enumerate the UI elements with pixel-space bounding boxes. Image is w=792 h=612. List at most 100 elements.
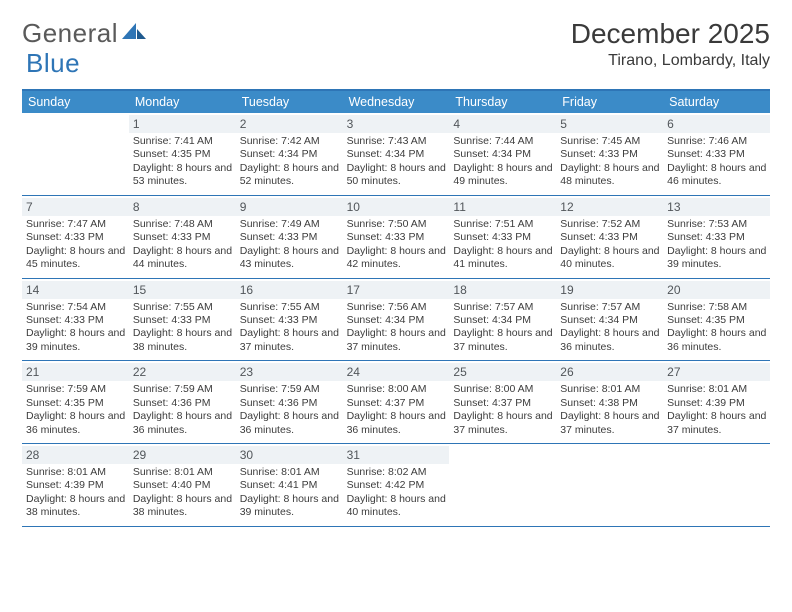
day-number: 13 xyxy=(663,198,770,216)
day-number: 16 xyxy=(236,281,343,299)
day-number: 6 xyxy=(663,115,770,133)
day-cell: 4Sunrise: 7:44 AMSunset: 4:34 PMDaylight… xyxy=(449,113,556,195)
day-cell: 8 Sunrise: 7:48 AMSunset: 4:33 PMDaylight… xyxy=(129,196,236,278)
day-info: Sunrise: 7:57 AMSunset: 4:34 PMDaylight:… xyxy=(559,301,660,355)
day-info: Sunrise: 8:01 AMSunset: 4:39 PMDaylight:… xyxy=(666,383,767,437)
day-cell: 31 Sunrise: 8:02 AMSunset: 4:42 PMDayligh… xyxy=(343,444,450,526)
weekday-header: Wednesday xyxy=(343,91,450,113)
day-cell: 5Sunrise: 7:45 AMSunset: 4:33 PMDaylight… xyxy=(556,113,663,195)
day-info: Sunrise: 7:50 AMSunset: 4:33 PMDaylight:… xyxy=(346,218,447,272)
weekday-header: Thursday xyxy=(449,91,556,113)
day-number: 26 xyxy=(556,363,663,381)
day-info: Sunrise: 7:55 AMSunset: 4:33 PMDaylight:… xyxy=(132,301,233,355)
brand-logo: General xyxy=(22,18,148,49)
day-info: Sunrise: 8:01 AMSunset: 4:40 PMDaylight:… xyxy=(132,466,233,520)
day-number: 30 xyxy=(236,446,343,464)
day-number: 15 xyxy=(129,281,236,299)
day-number: 1 xyxy=(129,115,236,133)
day-info: Sunrise: 7:59 AMSunset: 4:36 PMDaylight:… xyxy=(132,383,233,437)
day-number: 20 xyxy=(663,281,770,299)
day-info: Sunrise: 8:00 AMSunset: 4:37 PMDaylight:… xyxy=(452,383,553,437)
day-cell: 17Sunrise: 7:56 AMSunset: 4:34 PMDayligh… xyxy=(343,279,450,361)
day-info: Sunrise: 7:49 AMSunset: 4:33 PMDaylight:… xyxy=(239,218,340,272)
day-info: Sunrise: 8:01 AMSunset: 4:39 PMDaylight:… xyxy=(25,466,126,520)
brand-part1: General xyxy=(22,18,118,49)
day-cell: 23 Sunrise: 7:59 AMSunset: 4:36 PMDayligh… xyxy=(236,361,343,443)
day-cell: 12Sunrise: 7:52 AMSunset: 4:33 PMDayligh… xyxy=(556,196,663,278)
logo-sail-icon xyxy=(122,21,148,41)
empty-cell xyxy=(556,444,663,526)
day-cell: 10 Sunrise: 7:50 AMSunset: 4:33 PMDayligh… xyxy=(343,196,450,278)
week-row: 7Sunrise: 7:47 AMSunset: 4:33 PMDaylight… xyxy=(22,196,770,279)
day-info: Sunrise: 7:57 AMSunset: 4:34 PMDaylight:… xyxy=(452,301,553,355)
day-cell: 2 Sunrise: 7:42 AMSunset: 4:34 PMDaylight… xyxy=(236,113,343,195)
day-cell: 30Sunrise: 8:01 AMSunset: 4:41 PMDayligh… xyxy=(236,444,343,526)
day-number: 11 xyxy=(449,198,556,216)
day-cell: 7Sunrise: 7:47 AMSunset: 4:33 PMDaylight… xyxy=(22,196,129,278)
day-number: 28 xyxy=(22,446,129,464)
day-cell: 24 Sunrise: 8:00 AMSunset: 4:37 PMDayligh… xyxy=(343,361,450,443)
week-row: 21Sunrise: 7:59 AMSunset: 4:35 PMDayligh… xyxy=(22,361,770,444)
location: Tirano, Lombardy, Italy xyxy=(571,52,770,70)
day-info: Sunrise: 7:54 AMSunset: 4:33 PMDaylight:… xyxy=(25,301,126,355)
day-cell: 22 Sunrise: 7:59 AMSunset: 4:36 PMDayligh… xyxy=(129,361,236,443)
day-cell: 18 Sunrise: 7:57 AMSunset: 4:34 PMDayligh… xyxy=(449,279,556,361)
day-info: Sunrise: 7:46 AMSunset: 4:33 PMDaylight:… xyxy=(666,135,767,189)
empty-cell xyxy=(449,444,556,526)
day-info: Sunrise: 8:02 AMSunset: 4:42 PMDaylight:… xyxy=(346,466,447,520)
day-number: 29 xyxy=(129,446,236,464)
day-number: 19 xyxy=(556,281,663,299)
day-info: Sunrise: 8:00 AMSunset: 4:37 PMDaylight:… xyxy=(346,383,447,437)
day-cell: 6 Sunrise: 7:46 AMSunset: 4:33 PMDaylight… xyxy=(663,113,770,195)
weeks-container: 1Sunrise: 7:41 AMSunset: 4:35 PMDaylight… xyxy=(22,113,770,527)
day-info: Sunrise: 7:52 AMSunset: 4:33 PMDaylight:… xyxy=(559,218,660,272)
day-number: 5 xyxy=(556,115,663,133)
day-cell: 20 Sunrise: 7:58 AMSunset: 4:35 PMDayligh… xyxy=(663,279,770,361)
day-cell: 14 Sunrise: 7:54 AMSunset: 4:33 PMDayligh… xyxy=(22,279,129,361)
day-number xyxy=(663,446,770,464)
day-info: Sunrise: 7:43 AMSunset: 4:34 PMDaylight:… xyxy=(346,135,447,189)
day-cell: 26Sunrise: 8:01 AMSunset: 4:38 PMDayligh… xyxy=(556,361,663,443)
day-info: Sunrise: 7:53 AMSunset: 4:33 PMDaylight:… xyxy=(666,218,767,272)
day-info: Sunrise: 7:59 AMSunset: 4:36 PMDaylight:… xyxy=(239,383,340,437)
day-number: 3 xyxy=(343,115,450,133)
day-number: 24 xyxy=(343,363,450,381)
day-number: 18 xyxy=(449,281,556,299)
weekday-header: Monday xyxy=(129,91,236,113)
day-number: 22 xyxy=(129,363,236,381)
day-number: 17 xyxy=(343,281,450,299)
day-cell: 13 Sunrise: 7:53 AMSunset: 4:33 PMDayligh… xyxy=(663,196,770,278)
day-number: 8 xyxy=(129,198,236,216)
day-info: Sunrise: 7:42 AMSunset: 4:34 PMDaylight:… xyxy=(239,135,340,189)
day-number: 21 xyxy=(22,363,129,381)
day-cell: 19 Sunrise: 7:57 AMSunset: 4:34 PMDayligh… xyxy=(556,279,663,361)
day-number: 14 xyxy=(22,281,129,299)
day-info: Sunrise: 7:51 AMSunset: 4:33 PMDaylight:… xyxy=(452,218,553,272)
empty-cell xyxy=(22,113,129,195)
day-cell: 21Sunrise: 7:59 AMSunset: 4:35 PMDayligh… xyxy=(22,361,129,443)
week-row: 14 Sunrise: 7:54 AMSunset: 4:33 PMDayligh… xyxy=(22,279,770,362)
weekday-header: Friday xyxy=(556,91,663,113)
day-number: 23 xyxy=(236,363,343,381)
day-number xyxy=(449,446,556,464)
day-number: 25 xyxy=(449,363,556,381)
day-number: 10 xyxy=(343,198,450,216)
calendar-page: General December 2025 Tirano, Lombardy, … xyxy=(0,0,792,537)
day-info: Sunrise: 7:58 AMSunset: 4:35 PMDaylight:… xyxy=(666,301,767,355)
day-cell: 15 Sunrise: 7:55 AMSunset: 4:33 PMDayligh… xyxy=(129,279,236,361)
weekday-header: Saturday xyxy=(663,91,770,113)
day-number: 4 xyxy=(449,115,556,133)
day-number: 9 xyxy=(236,198,343,216)
weekday-header: Tuesday xyxy=(236,91,343,113)
brand-part2: Blue xyxy=(26,48,80,79)
day-number: 2 xyxy=(236,115,343,133)
day-cell: 28 Sunrise: 8:01 AMSunset: 4:39 PMDayligh… xyxy=(22,444,129,526)
day-info: Sunrise: 7:48 AMSunset: 4:33 PMDaylight:… xyxy=(132,218,233,272)
day-cell: 27Sunrise: 8:01 AMSunset: 4:39 PMDayligh… xyxy=(663,361,770,443)
day-cell: 11 Sunrise: 7:51 AMSunset: 4:33 PMDayligh… xyxy=(449,196,556,278)
empty-cell xyxy=(663,444,770,526)
week-row: 28 Sunrise: 8:01 AMSunset: 4:39 PMDayligh… xyxy=(22,444,770,527)
day-cell: 29 Sunrise: 8:01 AMSunset: 4:40 PMDayligh… xyxy=(129,444,236,526)
day-number: 31 xyxy=(343,446,450,464)
weekday-header-row: SundayMondayTuesdayWednesdayThursdayFrid… xyxy=(22,91,770,113)
